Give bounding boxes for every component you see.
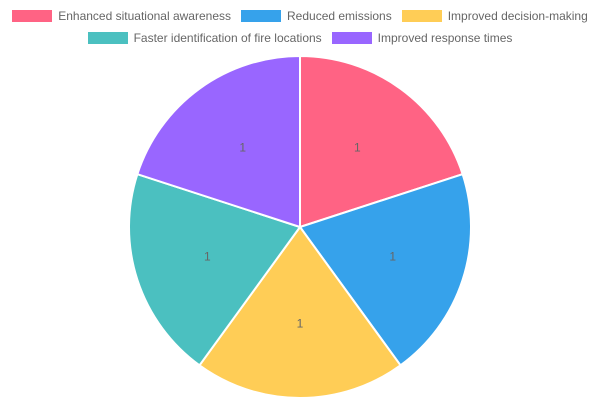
legend-swatch [241,10,281,22]
pie-slice-improved-decision-making[interactable] [198,225,402,399]
legend-item-faster-identification[interactable]: Faster identification of fire locations [87,31,322,45]
pie-slice-reduced-emissions[interactable] [298,172,472,367]
data-label-enhanced-situational-awareness: 1 [354,140,361,154]
legend-label: Reduced emissions [287,9,392,23]
legend-item-enhanced-situational-awareness[interactable]: Enhanced situational awareness [12,9,231,23]
legend-item-improved-decision-making[interactable]: Improved decision-making [401,9,588,23]
pie-data-labels: 1 1 1 1 1 [204,140,396,330]
legend-swatch [12,10,53,22]
pie-slices [128,54,472,399]
legend-swatch [401,10,442,22]
data-label-reduced-emissions: 1 [389,249,396,263]
pie-slice-enhanced-situational-awareness[interactable] [299,54,464,229]
legend-swatch [87,32,128,44]
chart-legend: Enhanced situational awareness Reduced e… [0,0,600,49]
legend-row-2: Faster identification of fire locations … [0,27,600,49]
data-label-improved-response-times: 1 [239,140,246,154]
data-label-improved-decision-making: 1 [297,317,304,331]
legend-row-1: Enhanced situational awareness Reduced e… [0,5,600,27]
legend-label: Improved decision-making [447,9,588,23]
pie-slice-improved-response-times[interactable] [136,54,301,229]
legend-label: Improved response times [377,31,513,45]
legend-swatch [331,32,372,44]
data-label-faster-identification-of-fire-locations: 1 [204,249,211,263]
legend-label: Faster identification of fire locations [133,31,322,45]
legend-item-reduced-emissions[interactable]: Reduced emissions [241,9,392,23]
legend-item-improved-response-times[interactable]: Improved response times [331,31,513,45]
pie-slice-faster-identification-of-fire-locations[interactable] [128,172,302,367]
legend-label: Enhanced situational awareness [58,9,231,23]
